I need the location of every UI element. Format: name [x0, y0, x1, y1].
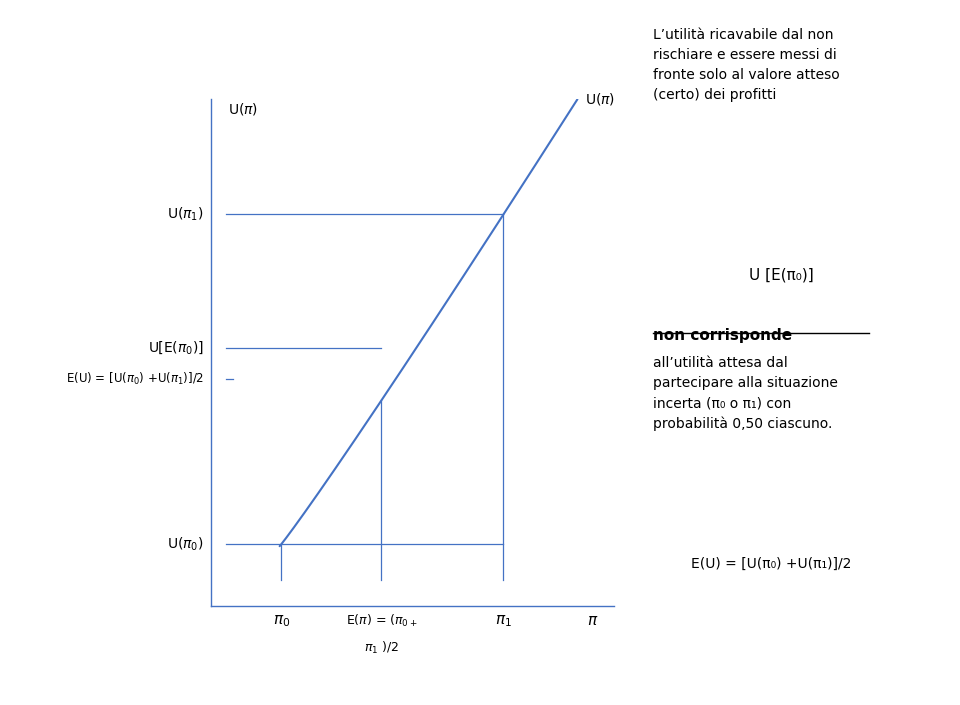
Text: U($\pi_1$): U($\pi_1$) — [167, 206, 204, 223]
Text: E($\pi$) = ($\pi_{0+}$: E($\pi$) = ($\pi_{0+}$ — [346, 613, 418, 629]
Text: L’utilità ricavabile dal non
rischiare e essere messi di
fronte solo al valore a: L’utilità ricavabile dal non rischiare e… — [653, 28, 840, 102]
Text: $\pi_1$ )/2: $\pi_1$ )/2 — [364, 639, 398, 656]
Text: U[E($\pi_0$)]: U[E($\pi_0$)] — [148, 340, 204, 357]
Text: E(U) = [U(π₀) +U(π₁)]/2: E(U) = [U(π₀) +U(π₁)]/2 — [691, 557, 852, 571]
Text: all’utilità attesa dal
partecipare alla situazione
incerta (π₀ o π₁) con
probabi: all’utilità attesa dal partecipare alla … — [653, 356, 838, 431]
Text: U($\pi$): U($\pi$) — [228, 101, 258, 116]
Text: U($\pi_0$): U($\pi_0$) — [167, 535, 204, 553]
Text: U($\pi$): U($\pi$) — [585, 92, 615, 107]
Text: $\pi_1$: $\pi_1$ — [495, 613, 512, 629]
Text: $\pi_0$: $\pi_0$ — [273, 613, 290, 629]
Text: E(U) = [U($\pi_0$) +U($\pi_1$)]/2: E(U) = [U($\pi_0$) +U($\pi_1$)]/2 — [65, 371, 204, 387]
Text: U [E(π₀)]: U [E(π₀)] — [749, 268, 813, 283]
Text: $\pi$: $\pi$ — [587, 613, 598, 628]
Text: non corrisponde: non corrisponde — [653, 328, 792, 343]
